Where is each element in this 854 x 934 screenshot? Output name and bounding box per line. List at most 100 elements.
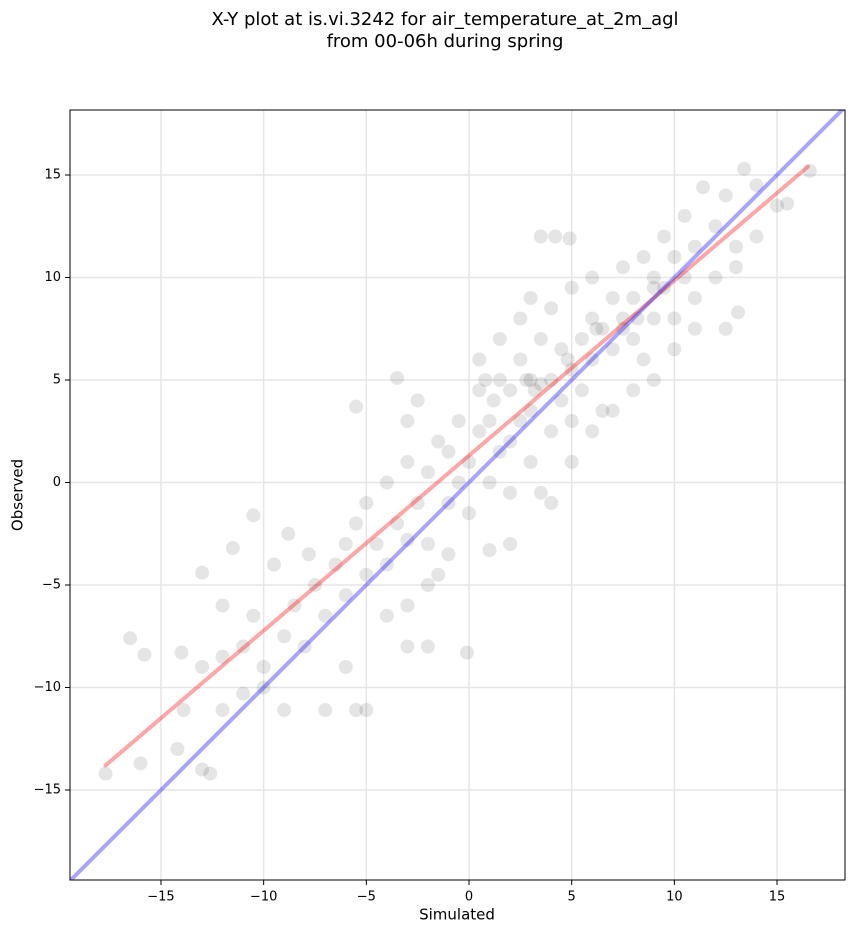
point: [420, 639, 435, 654]
point: [585, 311, 600, 326]
point: [318, 703, 333, 718]
point: [379, 475, 394, 490]
point: [770, 198, 785, 213]
point: [195, 659, 210, 674]
y-tick-label: −5: [42, 577, 61, 592]
plot-frame: [69, 109, 846, 881]
fit-line: [103, 164, 810, 768]
point: [215, 703, 230, 718]
point: [523, 372, 538, 387]
point: [574, 383, 589, 398]
point: [338, 536, 353, 551]
point: [564, 454, 579, 469]
point: [379, 608, 394, 623]
point: [307, 577, 322, 592]
point: [482, 543, 497, 558]
point: [277, 703, 292, 718]
point: [410, 495, 425, 510]
point: [400, 413, 415, 428]
point: [626, 331, 641, 346]
point: [486, 393, 501, 408]
ticks: −15 −10 −5 0 5 10 15 −15 −10 −5 0 5 10 15: [34, 167, 786, 904]
point: [677, 270, 692, 285]
point: [281, 526, 296, 541]
point: [646, 311, 661, 326]
point: [513, 352, 528, 367]
point: [359, 703, 374, 718]
point: [338, 588, 353, 603]
point: [626, 383, 641, 398]
chart-title: X-Y plot at is.vi.3242 for air_temperatu…: [211, 9, 678, 30]
point: [731, 305, 746, 320]
point: [379, 557, 394, 572]
point: [564, 362, 579, 377]
fit-line: [70, 110, 845, 880]
point: [410, 393, 425, 408]
point: [472, 424, 487, 439]
point: [718, 321, 733, 336]
points: [98, 161, 817, 781]
point: [513, 413, 528, 428]
point: [574, 331, 589, 346]
point: [400, 639, 415, 654]
point: [459, 645, 474, 660]
point: [696, 180, 711, 195]
point: [548, 229, 563, 244]
point: [636, 249, 651, 264]
point: [657, 280, 672, 295]
point: [328, 557, 343, 572]
point: [215, 649, 230, 664]
y-tick-label: 15: [44, 167, 61, 182]
point: [318, 608, 333, 623]
point: [519, 372, 534, 387]
point: [246, 608, 261, 623]
point: [646, 372, 661, 387]
point: [564, 413, 579, 428]
point: [256, 680, 271, 695]
point: [503, 434, 518, 449]
chart-title: from 00-06h during spring: [327, 31, 564, 52]
point: [431, 434, 446, 449]
point: [527, 383, 542, 398]
point: [359, 567, 374, 582]
point: [98, 766, 113, 781]
point: [589, 321, 604, 336]
point: [482, 475, 497, 490]
point: [780, 196, 795, 211]
point: [544, 301, 559, 316]
point: [461, 506, 476, 521]
point: [687, 290, 702, 305]
point: [560, 352, 575, 367]
y-axis-label: Observed: [9, 459, 27, 531]
y-tick-label: −10: [34, 680, 61, 695]
point: [349, 399, 364, 414]
point: [390, 516, 405, 531]
point: [441, 495, 456, 510]
point: [482, 413, 497, 428]
point: [256, 659, 271, 674]
point: [400, 532, 415, 547]
point: [492, 372, 507, 387]
point: [431, 567, 446, 582]
point: [369, 536, 384, 551]
point: [554, 342, 569, 357]
point: [605, 290, 620, 305]
x-tick-label: −10: [250, 890, 277, 905]
point: [420, 465, 435, 480]
point: [585, 424, 600, 439]
point: [728, 239, 743, 254]
point: [461, 454, 476, 469]
point: [174, 645, 189, 660]
point: [215, 598, 230, 613]
point: [667, 342, 682, 357]
point: [533, 331, 548, 346]
point: [616, 311, 631, 326]
lines: [70, 110, 845, 880]
point: [349, 516, 364, 531]
point: [266, 557, 281, 572]
point: [605, 403, 620, 418]
point: [170, 742, 185, 757]
x-tick-label: −15: [147, 890, 174, 905]
point: [236, 686, 251, 701]
